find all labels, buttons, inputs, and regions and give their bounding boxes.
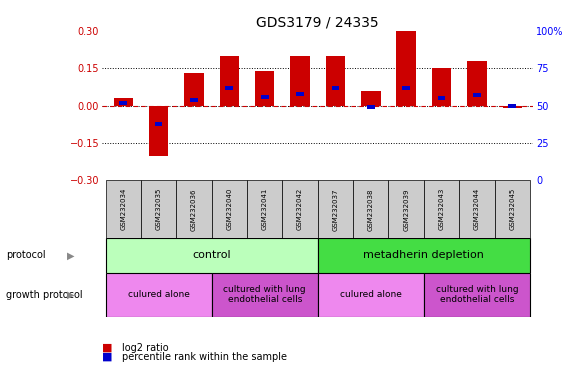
Text: GSM232040: GSM232040 [226, 188, 233, 230]
Bar [149, 106, 168, 156]
Text: ■: ■ [102, 352, 113, 362]
Bar [282, 180, 318, 238]
Bar [388, 180, 424, 238]
Bar [114, 98, 133, 106]
Text: GSM232034: GSM232034 [120, 188, 127, 230]
Bar [353, 180, 388, 238]
Text: ▶: ▶ [67, 290, 75, 300]
Bar [326, 56, 345, 106]
Text: culured alone: culured alone [340, 290, 402, 299]
Text: metadherin depletion: metadherin depletion [363, 250, 484, 260]
Bar [332, 86, 339, 89]
Bar [367, 105, 375, 109]
Bar [473, 93, 481, 97]
Bar [261, 94, 269, 99]
Bar [106, 180, 141, 238]
Bar [503, 106, 522, 108]
Bar [318, 238, 530, 273]
Bar [220, 56, 239, 106]
Text: growth protocol: growth protocol [6, 290, 82, 300]
Text: GSM232039: GSM232039 [403, 188, 409, 230]
Text: GSM232043: GSM232043 [438, 188, 444, 230]
Bar [176, 180, 212, 238]
Bar [184, 73, 203, 106]
Text: log2 ratio: log2 ratio [122, 343, 169, 353]
Bar [396, 31, 416, 106]
Bar [226, 86, 233, 89]
Text: cultured with lung
endothelial cells: cultured with lung endothelial cells [223, 285, 306, 305]
Bar [212, 180, 247, 238]
Text: culured alone: culured alone [128, 290, 189, 299]
Text: ▶: ▶ [67, 250, 75, 260]
Bar [432, 68, 451, 106]
Bar [508, 104, 516, 108]
Text: protocol: protocol [6, 250, 45, 260]
Text: cultured with lung
endothelial cells: cultured with lung endothelial cells [436, 285, 518, 305]
Bar [424, 273, 530, 317]
Text: GSM232036: GSM232036 [191, 188, 197, 230]
Bar [290, 56, 310, 106]
Text: GSM232041: GSM232041 [262, 188, 268, 230]
Text: percentile rank within the sample: percentile rank within the sample [122, 352, 287, 362]
Bar [106, 273, 212, 317]
Text: GSM232038: GSM232038 [368, 188, 374, 230]
Text: GSM232045: GSM232045 [509, 188, 515, 230]
Bar [494, 180, 530, 238]
Bar [154, 122, 163, 126]
Text: GSM232042: GSM232042 [297, 188, 303, 230]
Bar [255, 71, 275, 106]
Bar [424, 180, 459, 238]
Bar [467, 61, 487, 106]
Bar [318, 180, 353, 238]
Text: GSM232044: GSM232044 [474, 188, 480, 230]
Text: GSM232037: GSM232037 [332, 188, 338, 230]
Bar [106, 238, 318, 273]
Bar [141, 180, 176, 238]
Bar [438, 96, 445, 100]
Bar [296, 92, 304, 96]
Text: ■: ■ [102, 343, 113, 353]
Bar [402, 86, 410, 89]
Text: GSM232035: GSM232035 [156, 188, 161, 230]
Title: GDS3179 / 24335: GDS3179 / 24335 [257, 16, 379, 30]
Bar [318, 273, 424, 317]
Bar [247, 180, 282, 238]
Bar [361, 91, 381, 106]
Bar [212, 273, 318, 317]
Text: control: control [192, 250, 231, 260]
Bar [190, 98, 198, 102]
Bar [459, 180, 494, 238]
Bar [120, 101, 127, 104]
